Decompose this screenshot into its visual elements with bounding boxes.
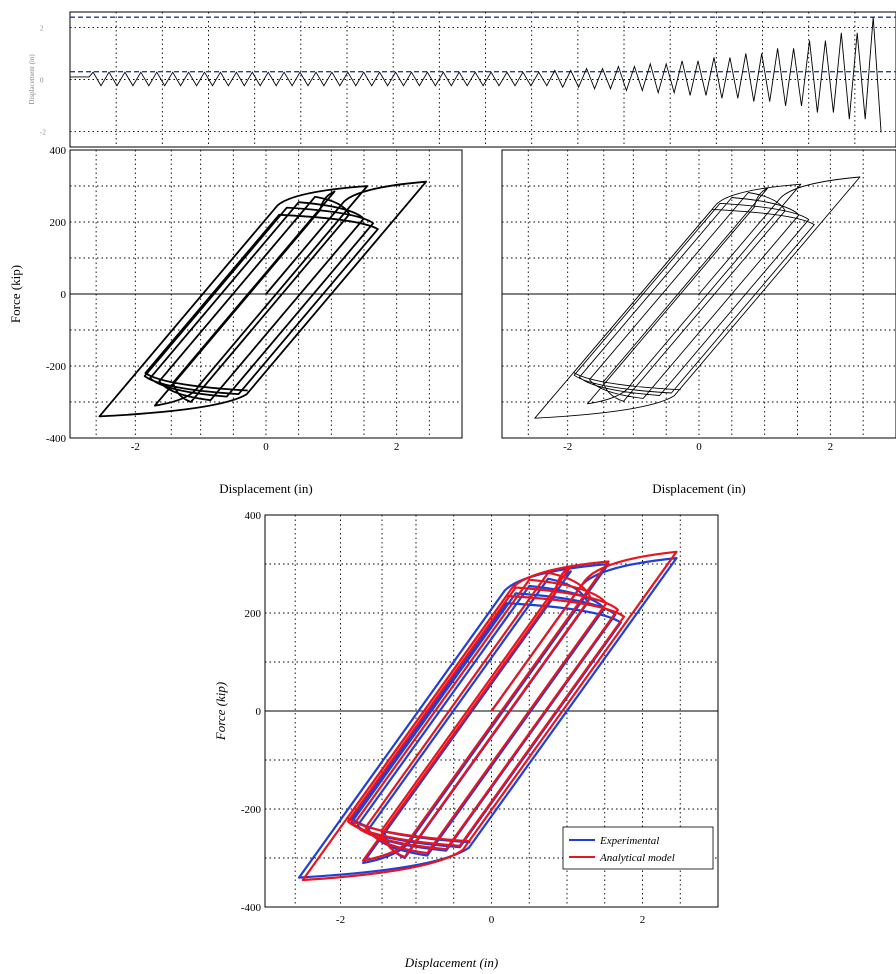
x-tick-label: 0: [696, 441, 702, 453]
y-tick-label: -2: [40, 128, 46, 136]
hysteresis-series-2: [301, 550, 678, 882]
x-tick-label: 0: [489, 914, 495, 926]
y-axis-label: Force (kip): [8, 265, 23, 323]
y-tick-label: 2: [40, 25, 44, 33]
overlay-panel: -2 0 2 -400 -200 0 200 400 Force (kip) Displaceme…: [213, 510, 719, 970]
legend-label: Analytical model: [599, 852, 675, 864]
y-axis-label: Force (kip): [213, 682, 228, 741]
y-tick-label: -400: [46, 433, 67, 445]
x-tick-label: 0: [263, 441, 269, 453]
x-tick-label: 2: [640, 914, 646, 926]
x-tick-label: 2: [828, 441, 834, 453]
y-axis-label: Displacement (in): [28, 54, 36, 105]
y-tick-label: -200: [241, 804, 262, 816]
legend-label: Experimental: [599, 835, 659, 847]
y-tick-label: 0: [61, 289, 67, 301]
plot-area: [69, 11, 896, 148]
hysteresis-series-1: [534, 176, 861, 419]
analytical-panel: -2 0 2 Displacement (in): [501, 149, 896, 496]
x-tick-label: 2: [394, 441, 400, 453]
y-tick-label: 0: [256, 706, 262, 718]
y-tick-label: -200: [46, 361, 67, 373]
x-tick-label: -2: [131, 441, 140, 453]
y-tick-label: 400: [245, 510, 262, 522]
y-tick-label: 200: [245, 608, 262, 620]
history-panel: -2 0 2 Displacement (in): [28, 11, 896, 148]
experimental-panel: -2 0 2 -400 -200 0 200 400 Force (kip) Displaceme…: [8, 145, 463, 496]
y-tick-label: 0: [40, 77, 44, 85]
legend-box: [562, 826, 714, 870]
x-axis-label: Displacement (in): [652, 481, 746, 496]
y-tick-label: 200: [50, 217, 67, 229]
y-tick-label: 400: [50, 145, 67, 157]
displacement-history-line: [70, 17, 882, 133]
x-tick-label: -2: [563, 441, 572, 453]
x-tick-label: -2: [336, 914, 345, 926]
y-tick-label: -400: [241, 902, 262, 914]
legend: Experimental Analytical model: [562, 826, 714, 870]
hysteresis-series-1: [98, 180, 427, 418]
x-axis-label: Displacement (in): [219, 481, 313, 496]
x-axis-label: Displacement (in): [404, 955, 499, 970]
